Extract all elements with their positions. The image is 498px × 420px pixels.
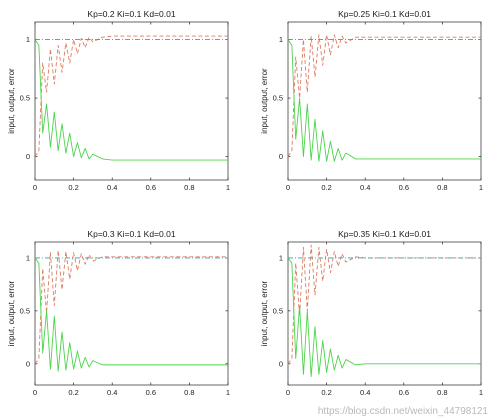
y-tick-label: 0: [26, 152, 30, 161]
x-tick-label: 0.4: [107, 388, 117, 397]
subplot-4: Kp=0.35 Ki=0.1 Kd=0.01 input, output, err…: [260, 229, 483, 397]
series-error-line: [34, 257, 228, 372]
series-output-line: [34, 250, 228, 365]
subplot-2: Kp=0.25 Ki=0.1 Kd=0.01 input, output, err…: [260, 9, 483, 192]
subplot-3: Kp=0.3 Ki=0.1 Kd=0.01 input, output, erro…: [7, 229, 230, 397]
x-tick-label: 1: [479, 388, 483, 397]
x-tick-label: 0.2: [68, 183, 78, 192]
subplot-1: Kp=0.2 Ki=0.1 Kd=0.01 input, output, erro…: [7, 9, 230, 192]
x-tick-label: 0.4: [107, 183, 117, 192]
series-error-line: [34, 39, 228, 161]
axes-frame: [34, 241, 229, 386]
chart-title: Kp=0.2 Ki=0.1 Kd=0.01: [87, 9, 175, 19]
x-tick-label: 0.8: [437, 183, 447, 192]
y-tick-label: 1: [26, 35, 30, 44]
y-tick-label: 1: [279, 35, 283, 44]
y-tick-label: 0.5: [273, 94, 283, 103]
chart-title: Kp=0.35 Ki=0.1 Kd=0.01: [338, 229, 431, 239]
x-tick-label: 1: [226, 388, 230, 397]
series-error-line: [287, 39, 481, 162]
x-tick-label: 0: [286, 388, 290, 397]
y-axis-label: input, output, error: [260, 280, 269, 346]
x-tick-label: 1: [479, 183, 483, 192]
x-tick-label: 0.6: [399, 388, 409, 397]
series-output-line: [287, 34, 481, 157]
y-tick-label: 0: [279, 152, 283, 161]
chart-title: Kp=0.3 Ki=0.1 Kd=0.01: [87, 229, 175, 239]
x-tick-label: 1: [226, 183, 230, 192]
x-tick-label: 0.2: [68, 388, 78, 397]
x-tick-label: 0: [33, 388, 37, 397]
x-tick-label: 0.8: [184, 388, 194, 397]
y-tick-label: 0: [26, 359, 30, 368]
x-tick-label: 0.4: [360, 183, 370, 192]
y-tick-label: 1: [279, 253, 283, 262]
watermark: https://blog.csdn.net/weixin_44798121: [317, 406, 488, 417]
y-tick-label: 0.5: [20, 94, 30, 103]
x-tick-label: 0.8: [437, 388, 447, 397]
axes-frame: [34, 21, 229, 181]
y-axis-label: input, output, error: [260, 68, 269, 134]
x-tick-label: 0.4: [360, 388, 370, 397]
y-tick-label: 0.5: [273, 306, 283, 315]
y-axis-label: input, output, error: [7, 280, 16, 346]
x-tick-label: 0.6: [146, 388, 156, 397]
x-tick-label: 0: [33, 183, 37, 192]
chart-title: Kp=0.25 Ki=0.1 Kd=0.01: [338, 9, 431, 19]
axes-frame: [287, 21, 482, 181]
series-output-line: [34, 35, 228, 157]
x-tick-label: 0.6: [399, 183, 409, 192]
series-error-line: [287, 257, 481, 377]
x-tick-label: 0.2: [321, 183, 331, 192]
y-tick-label: 1: [26, 253, 30, 262]
y-axis-label: input, output, error: [7, 68, 16, 134]
x-tick-label: 0: [286, 183, 290, 192]
y-tick-label: 0: [279, 359, 283, 368]
x-tick-label: 0.2: [321, 388, 331, 397]
y-tick-label: 0.5: [20, 306, 30, 315]
x-tick-label: 0.6: [146, 183, 156, 192]
x-tick-label: 0.8: [184, 183, 194, 192]
